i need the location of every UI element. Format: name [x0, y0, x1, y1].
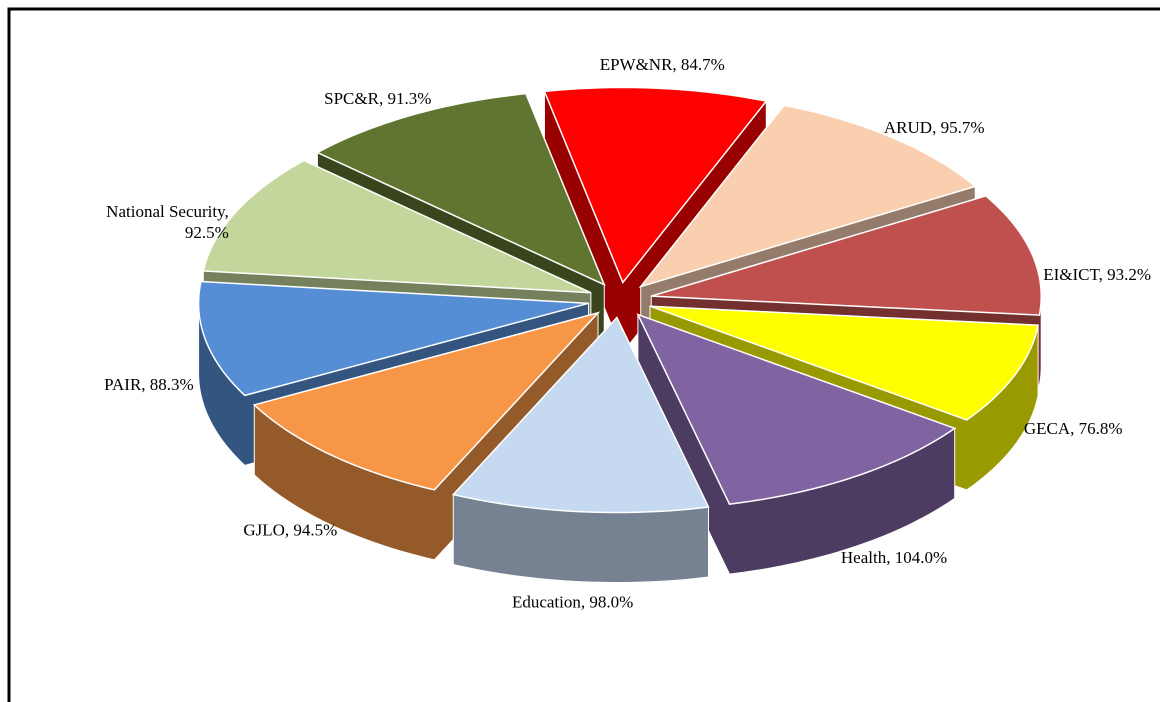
pie-slice [636, 313, 957, 575]
data-label: EPW&NR, 84.7% [600, 55, 725, 74]
slice-top [636, 313, 957, 505]
data-label: Education, 98.0% [512, 593, 633, 612]
data-label: EI&ICT, 93.2% [1043, 265, 1151, 284]
data-label: GECA, 76.8% [1024, 419, 1123, 438]
slice-top [451, 316, 710, 514]
slice-top [202, 159, 592, 294]
data-label: SPC&R, 91.3% [324, 89, 431, 108]
slice-top [197, 280, 589, 397]
data-label: National Security, 92.5% [106, 202, 229, 242]
pie-slice [252, 311, 601, 561]
label-line: Education, 98.0% [512, 593, 633, 612]
data-label: ARUD, 95.7% [884, 118, 985, 137]
label-line: National Security, [106, 202, 229, 221]
pie-slice [451, 316, 710, 584]
label-line: EPW&NR, 84.7% [600, 55, 725, 74]
slice-top [543, 86, 768, 284]
label-line: PAIR, 88.3% [104, 375, 194, 394]
label-line: SPC&R, 91.3% [324, 89, 431, 108]
label-line: 92.5% [185, 223, 229, 242]
label-line: ARUD, 95.7% [884, 118, 985, 137]
slice-top [638, 104, 977, 288]
label-line: GECA, 76.8% [1024, 419, 1123, 438]
data-label: PAIR, 88.3% [104, 375, 194, 394]
data-label: Health, 104.0% [841, 548, 947, 567]
slice-top [651, 195, 1042, 316]
slice-top [315, 92, 606, 287]
chart-border [7, 7, 1160, 702]
label-line: Health, 104.0% [841, 548, 947, 567]
slice-top [252, 311, 601, 491]
label-line: EI&ICT, 93.2% [1043, 265, 1151, 284]
data-label: GJLO, 94.5% [243, 520, 337, 539]
label-line: GJLO, 94.5% [243, 520, 337, 539]
slice-top [649, 305, 1040, 421]
